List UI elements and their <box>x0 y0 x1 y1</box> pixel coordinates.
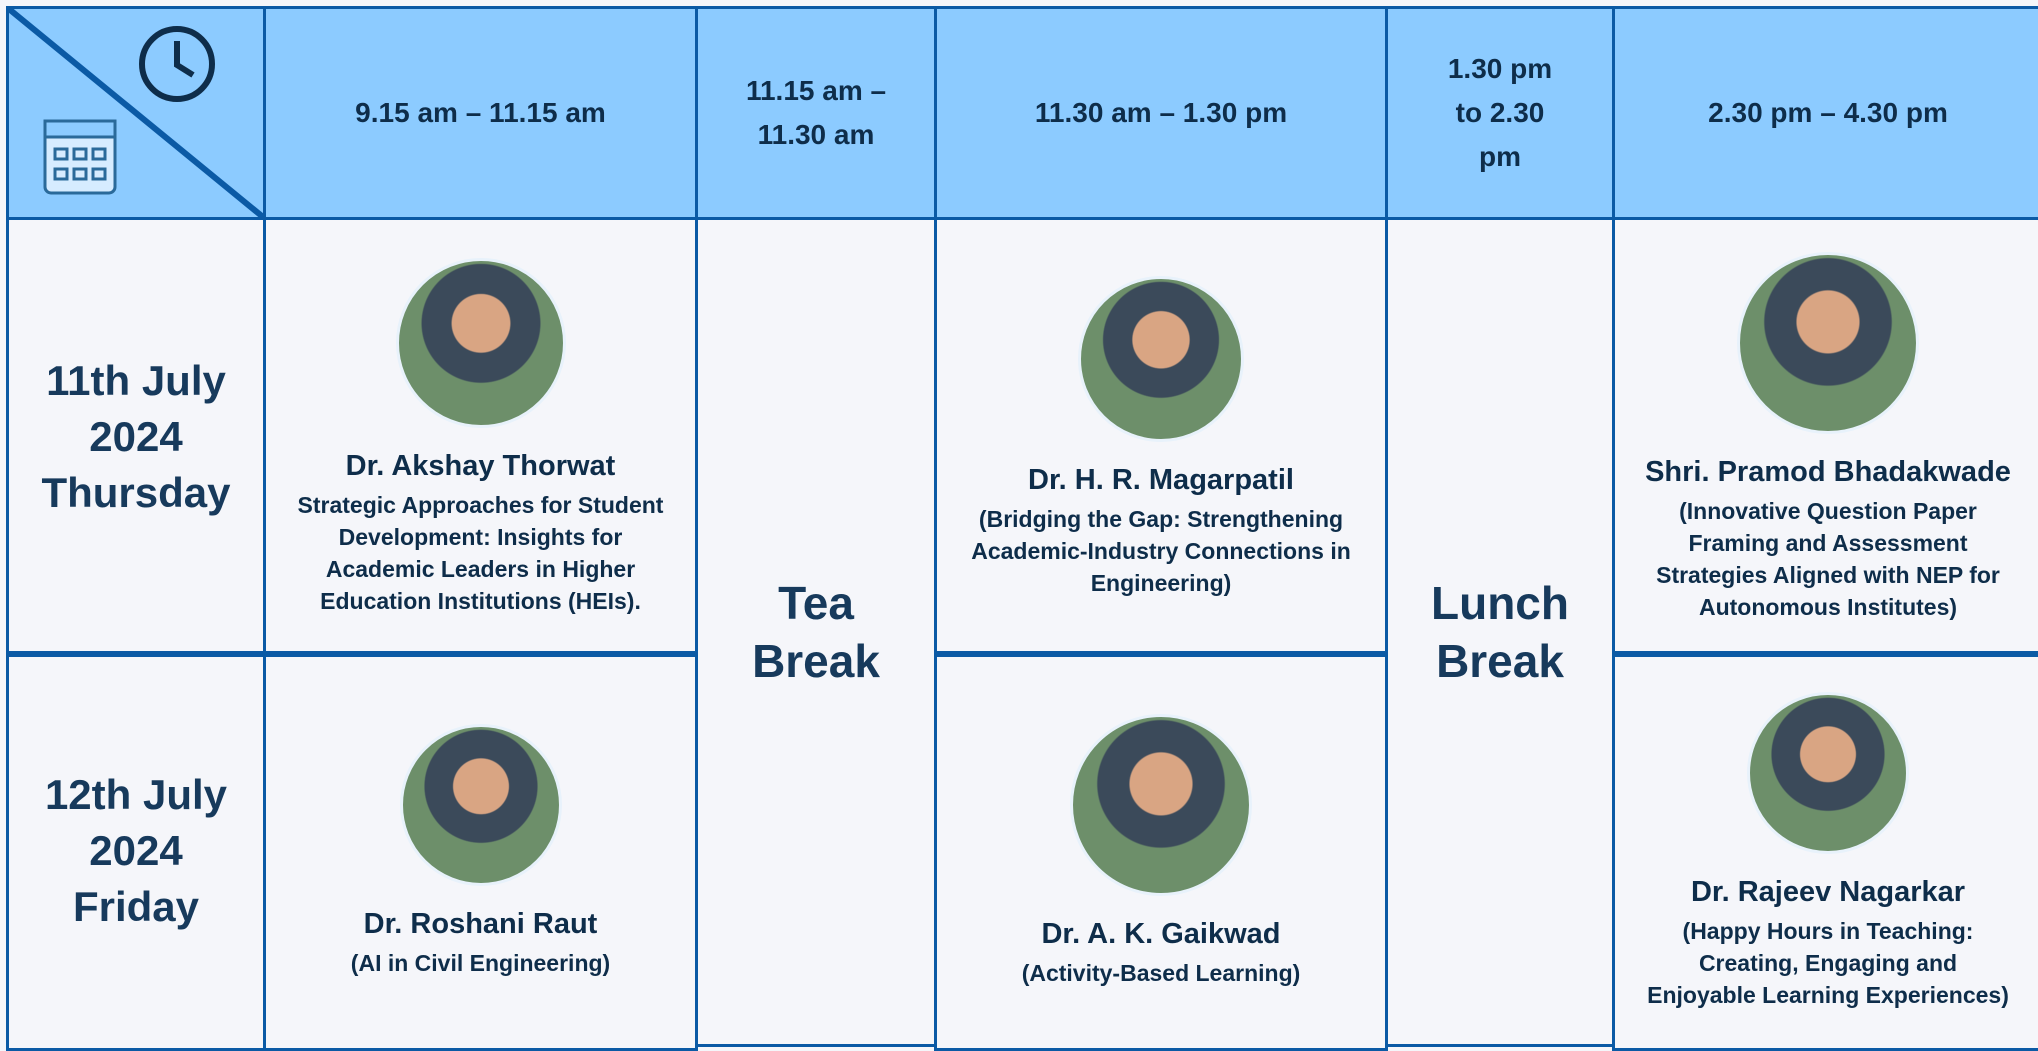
speaker-name: Dr. Akshay Thorwat <box>345 449 616 482</box>
time-slot: 2.30 pm – 4.30 pm <box>1612 6 2038 220</box>
time-slot: 1.30 pm to 2.30 pm <box>1385 6 1615 220</box>
tea-break: Tea Break <box>695 217 937 1047</box>
speaker-name: Dr. H. R. Magarpatil <box>1028 463 1294 496</box>
speaker-name: Shri. Pramod Bhadakwade <box>1645 455 2011 488</box>
speaker-photo <box>399 723 562 886</box>
lunch-break: Lunch Break <box>1385 217 1615 1047</box>
session-topic: (Activity-Based Learning) <box>1021 959 1301 986</box>
session-topic: (Happy Hours in Teaching: Creating, Enga… <box>1647 917 2009 1008</box>
speaker-name: Dr. A. K. Gaikwad <box>1041 917 1281 950</box>
time-slot: 11.30 am – 1.30 pm <box>934 6 1388 220</box>
day-line: 2024 <box>89 827 183 874</box>
time-slot: 9.15 am – 11.15 am <box>263 6 698 220</box>
day-line: Friday <box>72 883 200 930</box>
day-cell: 11th July 2024 Thursday <box>6 217 266 657</box>
session-topic: Strategic Approaches for Student Develop… <box>297 491 664 614</box>
speaker-photo <box>395 257 566 428</box>
speaker-photo <box>1078 275 1244 442</box>
day-cell: 12th July 2024 Friday <box>6 651 266 1051</box>
day-line: 2024 <box>89 413 183 460</box>
session-cell: Dr. A. K. Gaikwad (Activity-Based Learnin… <box>934 651 1388 1051</box>
speaker-photo <box>1747 691 1909 854</box>
session-topic: (AI in Civil Engineering) <box>350 949 611 976</box>
session-topic: (Innovative Question Paper Framing and A… <box>1656 497 2000 620</box>
session-cell: Dr. H. R. Magarpatil (Bridging the Gap: S… <box>934 217 1388 657</box>
corner <box>6 6 266 220</box>
corner-icons <box>9 9 263 217</box>
time-slot: 11.15 am – 11.30 am <box>695 6 937 220</box>
session-cell: Dr. Akshay Thorwat Strategic Approaches f… <box>263 217 698 657</box>
day-line: 11th July <box>46 357 226 404</box>
session-cell: Dr. Rajeev Nagarkar (Happy Hours in Teach… <box>1612 651 2038 1051</box>
speaker-photo <box>1737 251 1919 434</box>
session-cell: Dr. Roshani Raut (AI in Civil Engineering… <box>263 651 698 1051</box>
speaker-name: Dr. Roshani Raut <box>363 907 598 940</box>
session-cell: Shri. Pramod Bhadakwade (Innovative Quest… <box>1612 217 2038 657</box>
day-line: Thursday <box>41 469 231 516</box>
speaker-photo <box>1070 713 1252 896</box>
speaker-name: Dr. Rajeev Nagarkar <box>1690 875 1966 908</box>
day-line: 12th July <box>44 771 228 818</box>
session-topic: (Bridging the Gap: Strengthening Academi… <box>971 505 1351 596</box>
